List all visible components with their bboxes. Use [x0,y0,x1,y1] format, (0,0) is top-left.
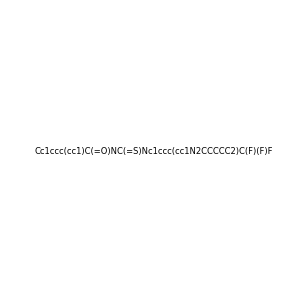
Text: Cc1ccc(cc1)C(=O)NC(=S)Nc1ccc(cc1N2CCCCC2)C(F)(F)F: Cc1ccc(cc1)C(=O)NC(=S)Nc1ccc(cc1N2CCCCC2… [34,147,273,156]
